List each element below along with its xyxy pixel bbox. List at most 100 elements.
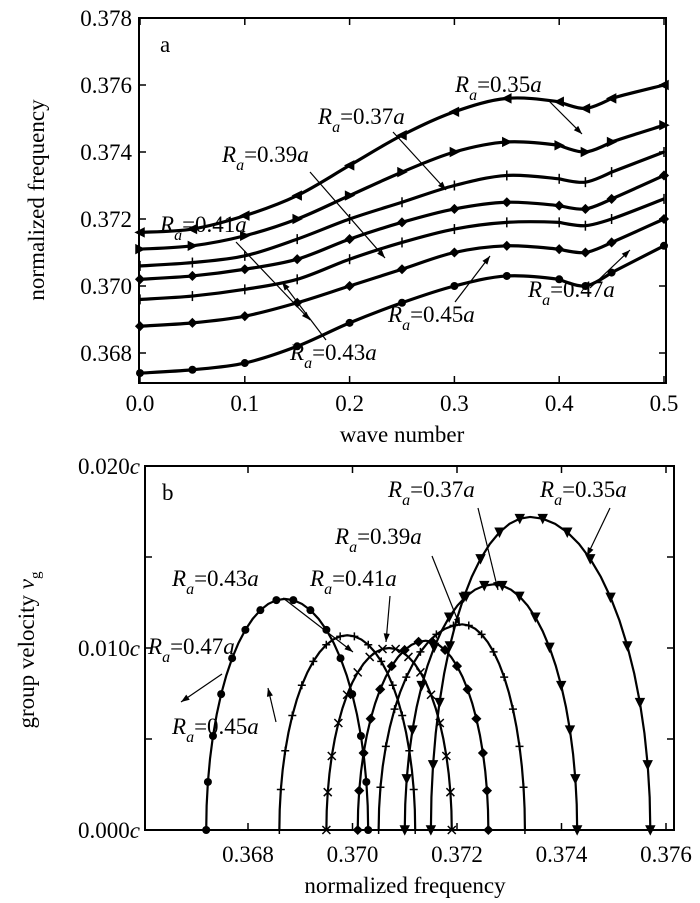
data-point <box>451 661 463 672</box>
label-unit: a <box>463 302 475 327</box>
label-subscript: a <box>236 157 244 174</box>
label-unit: a <box>223 634 235 659</box>
data-point <box>489 647 498 656</box>
data-point <box>365 652 375 662</box>
series-line <box>377 623 527 831</box>
data-point <box>448 106 460 118</box>
data-point <box>396 264 408 275</box>
series-label: Ra=0.39a <box>221 142 309 174</box>
data-point <box>645 825 656 836</box>
data-point <box>376 783 385 792</box>
arrow-head <box>301 311 310 320</box>
label-value: =0.45 <box>194 714 247 739</box>
data-point <box>356 731 365 740</box>
label-unit: a <box>530 72 542 97</box>
data-point <box>562 527 573 538</box>
data-point <box>500 673 509 682</box>
data-point <box>390 705 399 714</box>
data-point <box>333 718 343 728</box>
data-point <box>514 591 525 603</box>
data-point <box>344 234 355 245</box>
data-point <box>405 746 414 755</box>
data-point <box>515 742 524 751</box>
data-point <box>441 751 451 761</box>
data-point <box>293 342 302 351</box>
series-039 <box>374 621 529 834</box>
data-point <box>239 210 250 221</box>
series-group-b <box>202 513 656 836</box>
arrow-head <box>383 633 390 642</box>
data-point <box>519 783 528 792</box>
arrow-shaft <box>282 597 354 653</box>
label-symbol: R <box>334 524 349 549</box>
data-point <box>564 725 576 736</box>
x-axis-label-b: normalized frequency <box>304 873 506 898</box>
label-subscript: a <box>324 581 332 598</box>
series-043 <box>321 644 457 835</box>
data-point <box>374 826 383 834</box>
series-line <box>139 197 665 301</box>
data-point <box>292 254 303 265</box>
series-line <box>325 646 453 831</box>
data-point <box>365 713 376 724</box>
data-point <box>447 825 457 835</box>
series-037 <box>135 119 670 255</box>
x-tick-label: 0.374 <box>536 842 588 867</box>
data-point <box>399 825 410 836</box>
data-point <box>398 298 406 307</box>
data-point <box>427 760 439 771</box>
data-point <box>375 684 386 695</box>
data-point <box>208 731 217 740</box>
label-symbol: R <box>539 477 554 502</box>
data-point <box>187 317 198 328</box>
arrow-head <box>492 581 499 590</box>
data-point <box>449 621 458 630</box>
data-point <box>409 785 418 794</box>
label-subscript: a <box>402 317 410 334</box>
data-point <box>425 825 437 836</box>
y-tick-label: 0.020c <box>78 454 140 479</box>
series-047 <box>136 241 668 378</box>
data-point <box>606 237 617 248</box>
data-point <box>336 632 345 641</box>
data-point <box>439 644 451 656</box>
data-point <box>343 160 355 171</box>
label-symbol: R <box>387 302 402 327</box>
arrow-shaft <box>589 249 631 289</box>
data-point <box>605 592 616 604</box>
y-axis-label-b: group velocity vg <box>14 571 44 728</box>
label-value: =0.35 <box>562 477 615 502</box>
label-symbol: R <box>289 340 304 365</box>
data-point <box>501 93 512 104</box>
data-point <box>449 247 460 258</box>
data-point <box>297 681 306 690</box>
label-subscript: a <box>186 729 194 746</box>
data-point <box>241 625 250 634</box>
data-point <box>350 632 359 641</box>
panel-b: 0.368 0.370 0.372 0.374 0.3760.000c0.010c0.0… <box>14 454 692 898</box>
series-label: Ra=0.35a <box>454 72 542 104</box>
data-point <box>281 746 290 755</box>
data-point <box>397 166 408 178</box>
arrow-head <box>482 256 490 265</box>
label-subscript: a <box>469 87 477 104</box>
data-point <box>537 513 548 525</box>
series-line <box>278 634 417 831</box>
x-tick-label: 0.3 <box>440 391 469 416</box>
data-point <box>322 640 331 649</box>
data-point <box>483 824 494 836</box>
series-label: Ra=0.37a <box>317 104 405 136</box>
arrow-shaft <box>454 255 491 303</box>
arrow-head <box>181 694 190 702</box>
arrow-shaft <box>392 131 447 191</box>
series-035 <box>425 513 656 836</box>
arrow-head <box>453 617 460 626</box>
x-tick-label: 0.368 <box>222 842 274 867</box>
data-point <box>413 636 424 647</box>
x-tick-label: 0.2 <box>335 391 364 416</box>
data-point <box>660 241 668 250</box>
data-point <box>659 119 670 131</box>
label-value: =0.41 <box>332 566 385 591</box>
data-point <box>443 612 455 623</box>
data-point <box>391 644 401 654</box>
